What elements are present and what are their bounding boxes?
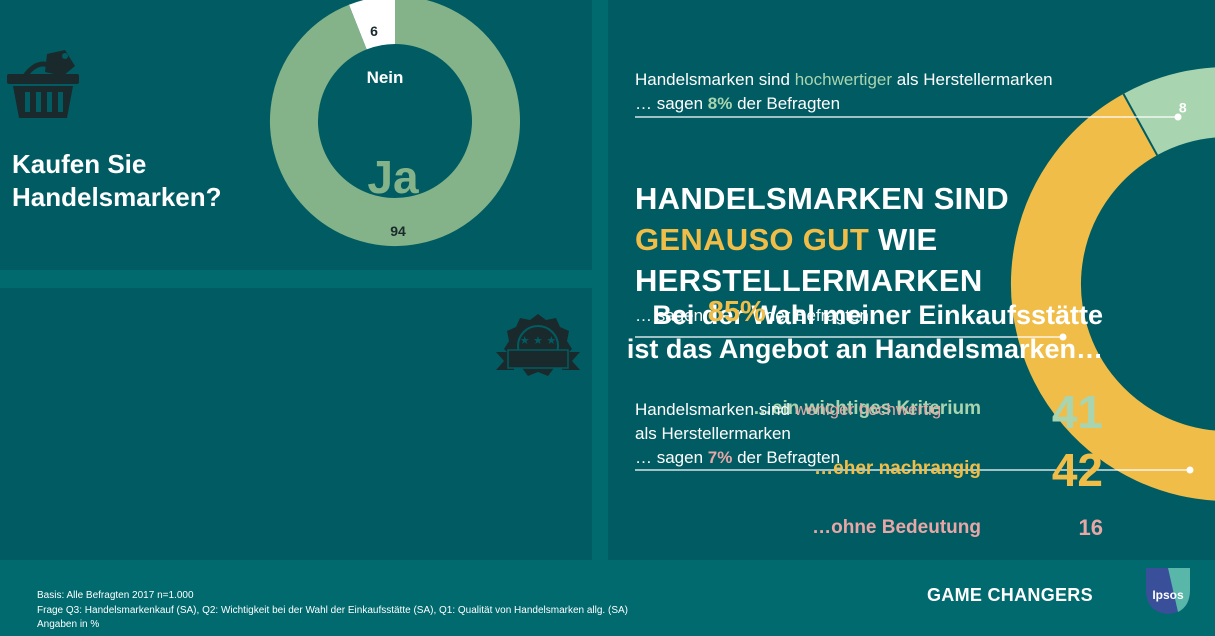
svg-text:Ipsos: Ipsos bbox=[1152, 588, 1184, 602]
leader-line-equal-dot bbox=[1059, 333, 1067, 341]
donut-slice-genauso-gut bbox=[1011, 93, 1215, 501]
panel-store-choice bbox=[0, 288, 592, 560]
slice-label-nein: Nein bbox=[367, 68, 404, 87]
purchase-donut-chart: 6 Nein Ja 94 bbox=[270, 0, 520, 246]
donut-slice-nein bbox=[348, 0, 396, 50]
rating-badge-icon: ★ ★ ★ bbox=[496, 314, 580, 376]
question-line-2: ist das Angebot an Handelsmarken… bbox=[626, 334, 1103, 364]
headline-equal-quality: HANDELSMARKEN SIND GENAUSO GUT WIE HERST… bbox=[635, 181, 1009, 298]
purchase-question: Kaufen Sie Handelsmarken? bbox=[12, 149, 222, 212]
criterion-irrelevant-label: …ohne Bedeutung bbox=[812, 517, 981, 538]
leader-line-higher-dot bbox=[1174, 113, 1182, 121]
donut-slice-hochwertiger bbox=[1123, 67, 1215, 156]
slice-value-hochwertiger: 8 bbox=[1179, 100, 1187, 116]
ipsos-logo: Ipsos bbox=[1146, 568, 1190, 614]
footer-units: Angaben in % bbox=[37, 619, 100, 630]
footer-notes: Basis: Alle Befragten 2017 n=1.000 Frage… bbox=[37, 589, 628, 633]
store-choice-question: Bei der Wahl meiner Einkaufsstätte ist d… bbox=[623, 298, 1103, 366]
statement-lower-quality: Handelsmarken sind weniger hochwertig al… bbox=[635, 400, 942, 467]
slice-separator bbox=[1122, 93, 1159, 156]
footer-questions: Frage Q3: Handelsmarkenkauf (SA), Q2: Wi… bbox=[37, 604, 628, 616]
slice-value-nein: 6 bbox=[370, 23, 378, 39]
donut-slice-ja bbox=[270, 0, 520, 246]
panel-quality: 8857 bbox=[608, 0, 1215, 560]
leader-line-lower-dot bbox=[1186, 466, 1194, 474]
svg-text:★ ★ ★: ★ ★ ★ bbox=[520, 334, 557, 347]
quality-donut-chart: 8857 bbox=[635, 67, 1215, 501]
slice-label-ja: Ja bbox=[367, 151, 419, 203]
footer-basis: Basis: Alle Befragten 2017 n=1.000 bbox=[37, 590, 194, 601]
criterion-secondary-label: …eher nachrangig bbox=[814, 458, 981, 479]
question-line-1: Bei der Wahl meiner Einkaufsstätte bbox=[652, 300, 1103, 330]
criterion-secondary-value: 42 bbox=[1051, 444, 1103, 496]
statement-higher-quality: Handelsmarken sind hochwertiger als Hers… bbox=[635, 70, 1053, 113]
statement-equal-quality: … sagen 85%der Befragten bbox=[635, 296, 869, 328]
slice-value-ja: 94 bbox=[390, 223, 406, 239]
shopping-basket-icon bbox=[7, 50, 79, 118]
criterion-important-value: 41 bbox=[1051, 386, 1103, 438]
criterion-irrelevant-value: 16 bbox=[1078, 515, 1103, 540]
criterion-important-label: …ein wichtiges Kriterium bbox=[752, 398, 981, 419]
brand-tagline: GAME CHANGERS bbox=[927, 585, 1093, 605]
